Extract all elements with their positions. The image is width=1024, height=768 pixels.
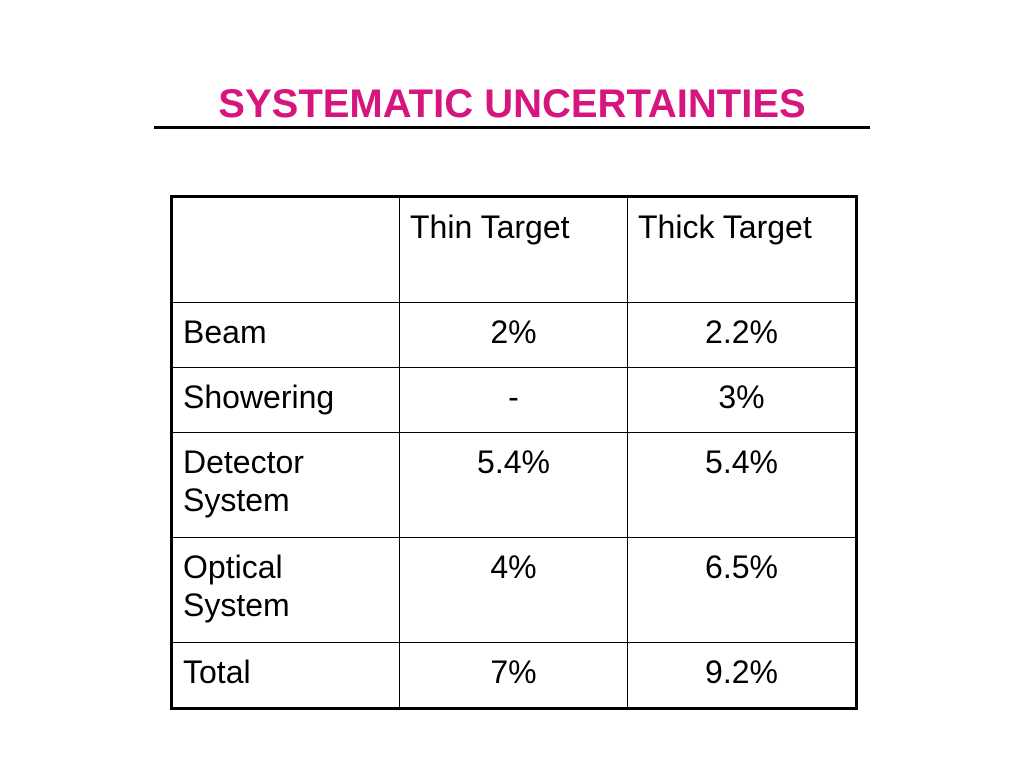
row-label: Detector System [171,432,400,538]
thick-target-total: 9.2% [627,642,857,709]
table-row-total: Total 7% 9.2% [171,642,857,709]
table-row: Optical System 4% 6.5% [171,537,857,643]
table-row: Detector System 5.4% 5.4% [171,432,857,538]
row-label: Beam [171,302,400,368]
column-header-thin-target: Thin Target [399,196,628,303]
title-underline [154,126,870,129]
row-label: Showering [171,367,400,433]
thin-target-value: 2% [399,302,628,368]
table-row: Beam 2% 2.2% [171,302,857,368]
table-row: Showering - 3% [171,367,857,433]
slide-title: SYSTEMATIC UNCERTAINTIES [218,82,806,126]
thick-target-value: 2.2% [627,302,857,368]
corner-cell [171,196,400,303]
thin-target-value: 5.4% [399,432,628,538]
thick-target-value: 6.5% [627,537,857,643]
table-header-row: Thin Target Thick Target [171,196,857,303]
thin-target-value: 4% [399,537,628,643]
row-label: Optical System [171,537,400,643]
thin-target-value: - [399,367,628,433]
thick-target-value: 3% [627,367,857,433]
thick-target-value: 5.4% [627,432,857,538]
total-label: Total [171,642,400,709]
column-header-thick-target: Thick Target [627,196,857,303]
uncertainties-table: Thin Target Thick Target Beam 2% 2.2% Sh… [170,195,858,710]
thin-target-total: 7% [399,642,628,709]
